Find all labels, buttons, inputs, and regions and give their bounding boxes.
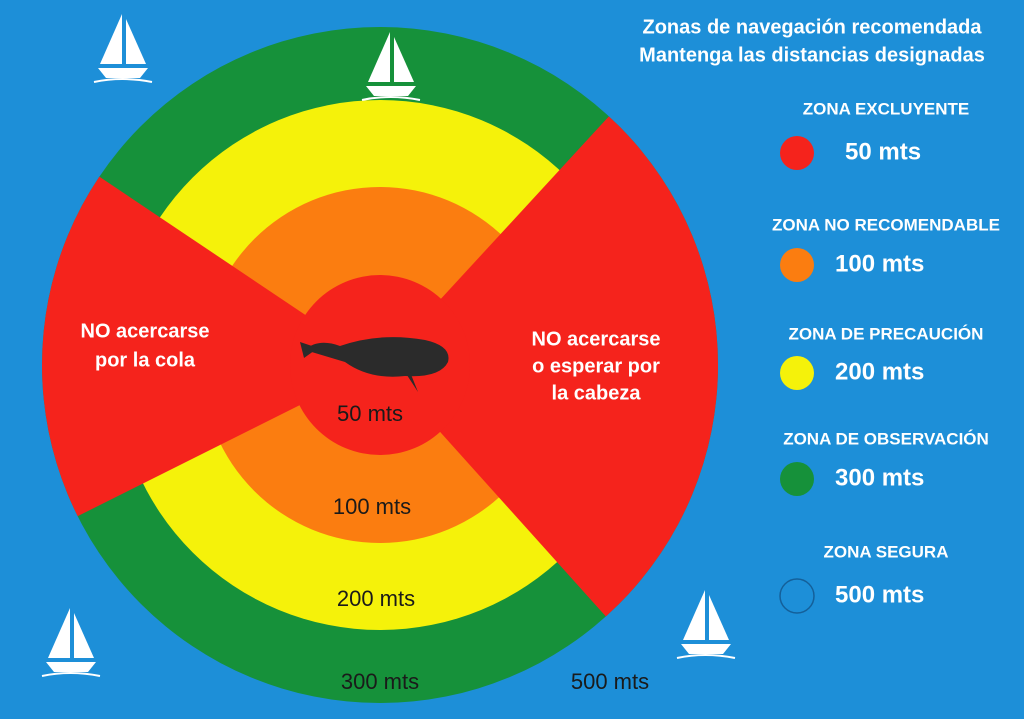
- legend-swatch: [779, 578, 815, 614]
- head-note: o esperar por: [532, 355, 660, 377]
- legend-distance: 300 mts: [835, 464, 924, 491]
- legend-swatch: [780, 248, 814, 282]
- ring-label: 100 mts: [333, 494, 411, 519]
- legend-label: ZONA DE OBSERVACIÓN: [783, 429, 989, 448]
- legend-swatch: [780, 136, 814, 170]
- legend-distance: 500 mts: [835, 581, 924, 608]
- ring-label: 50 mts: [337, 401, 403, 426]
- legend-distance: 200 mts: [835, 358, 924, 385]
- head-note: la cabeza: [552, 382, 642, 404]
- legend-label: ZONA EXCLUYENTE: [803, 99, 970, 118]
- tail-wedge: [42, 110, 380, 555]
- legend-label: ZONA NO RECOMENDABLE: [772, 215, 1000, 234]
- ring-label: 200 mts: [337, 586, 415, 611]
- legend-swatch: [780, 356, 814, 390]
- legend: ZONA EXCLUYENTE 50 mts ZONA NO RECOMENDA…: [772, 99, 1000, 614]
- tail-note: por la cola: [95, 349, 196, 371]
- legend-label: ZONA DE PRECAUCIÓN: [789, 324, 984, 343]
- ring-label: 500 mts: [571, 669, 649, 694]
- legend-distance: 100 mts: [835, 250, 924, 277]
- legend-label: ZONA SEGURA: [824, 542, 949, 561]
- title: Zonas de navegación recomendada: [643, 16, 983, 38]
- legend-distance: 50 mts: [845, 138, 921, 165]
- tail-note: NO acercarse: [81, 320, 210, 342]
- whale: [300, 337, 449, 392]
- ring-label: 300 mts: [341, 669, 419, 694]
- head-note: NO acercarse: [532, 328, 661, 350]
- title: Mantenga las distancias designadas: [639, 44, 985, 66]
- legend-swatch: [780, 462, 814, 496]
